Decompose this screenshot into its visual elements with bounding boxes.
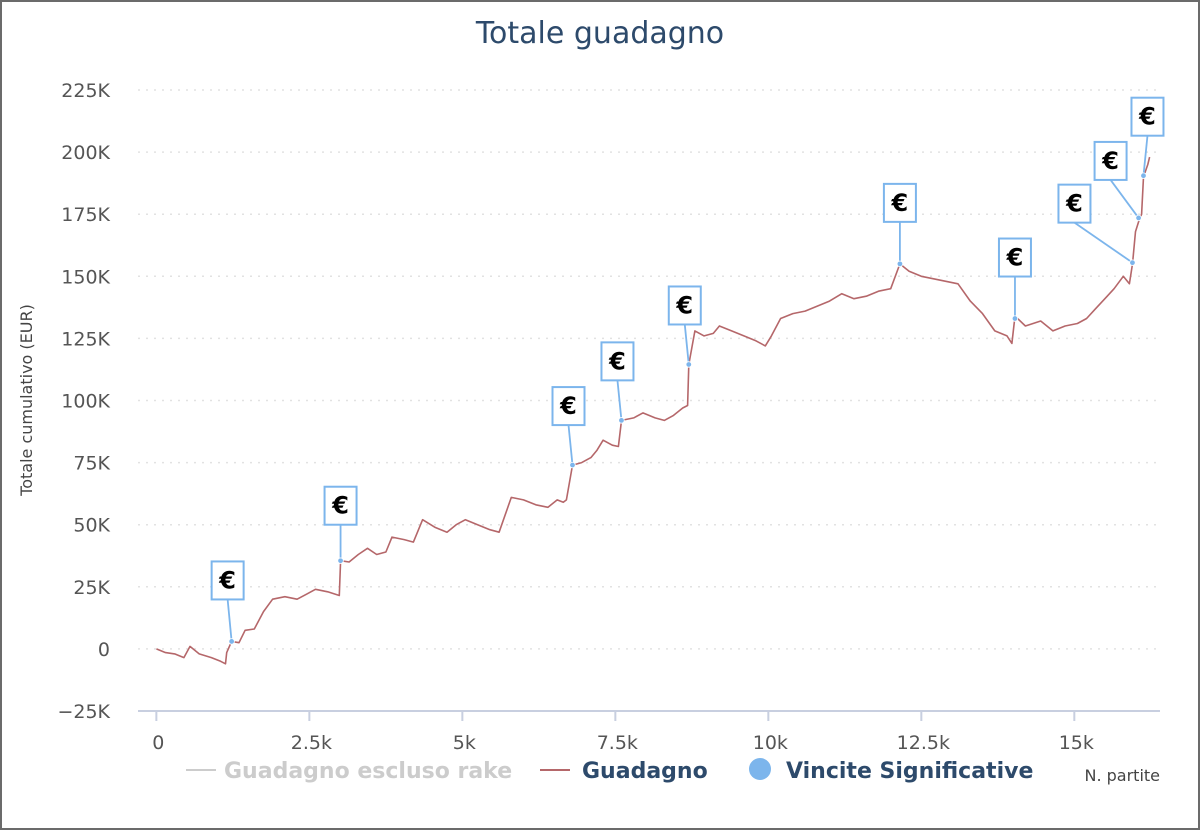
flag-box[interactable] (600, 341, 635, 382)
vincita-flag[interactable]: € (323, 485, 358, 564)
legend-label: Guadagno escluso rake (224, 759, 512, 784)
flag-stem (1109, 179, 1140, 219)
flag-box[interactable] (323, 485, 358, 526)
vincita-flag[interactable]: € (667, 285, 702, 368)
flag-stem (683, 324, 690, 365)
euro-flag-label: € (218, 566, 236, 594)
x-axis-title: N. partite (1084, 766, 1160, 785)
euro-flag-label: € (675, 291, 693, 319)
euro-flag-label: € (1006, 244, 1024, 272)
vincita-flag[interactable]: € (551, 386, 586, 469)
vincita-point[interactable] (1135, 214, 1142, 222)
x-tick-label: 2.5k (291, 732, 332, 754)
flag-box[interactable] (1093, 140, 1128, 181)
series-guadagno[interactable] (156, 156, 1151, 665)
flag-box[interactable] (551, 386, 586, 427)
y-tick-label: 25K (73, 577, 110, 599)
y-tick-label: 200K (61, 142, 110, 164)
x-tick-label: 5k (453, 732, 476, 754)
euro-flag-label: € (1065, 190, 1083, 218)
y-axis: −25K 0 25K 50K 75K 100K 125K 150K 175K 200K 225K (57, 80, 110, 723)
guadagno-line[interactable] (156, 156, 1151, 665)
euro-flag-label: € (608, 347, 626, 375)
y-tick-label: 75K (73, 453, 110, 475)
vincita-point[interactable] (1140, 172, 1147, 179)
legend[interactable]: Guadagno escluso rake Guadagno Vincite Sig… (186, 758, 1033, 784)
y-tick-label: 125K (61, 328, 110, 350)
flag-stem (1073, 221, 1133, 264)
vincita-point[interactable] (618, 417, 625, 424)
euro-flag-label: € (1138, 103, 1156, 131)
flag-box[interactable] (1130, 96, 1165, 137)
x-tick-label: 0 (152, 732, 164, 754)
y-tick-label: 150K (61, 266, 110, 288)
vincita-flag[interactable]: € (1057, 183, 1136, 266)
legend-label: Guadagno (582, 759, 708, 784)
euro-flag-label: € (891, 189, 909, 217)
y-axis-title: Totale cumulativo (EUR) (17, 304, 36, 497)
flag-box[interactable] (1057, 183, 1092, 224)
flag-box[interactable] (210, 560, 245, 601)
grid-lines (138, 89, 1160, 650)
vincita-flag[interactable]: € (997, 237, 1032, 322)
flag-box[interactable] (667, 285, 702, 326)
vincita-flag[interactable]: € (210, 560, 245, 645)
legend-item[interactable]: Guadagno (540, 759, 708, 784)
euro-flag-label: € (331, 492, 349, 520)
legend-item[interactable]: Vincite Significative (749, 758, 1033, 784)
y-tick-label: 50K (73, 515, 110, 537)
series-vincite-significative[interactable]: € € € € € € € € € € (210, 96, 1165, 645)
flag-stem (1142, 135, 1149, 176)
vincita-flag[interactable]: € (882, 182, 917, 268)
vincita-point[interactable] (1011, 315, 1019, 322)
vincita-point[interactable] (685, 361, 692, 368)
x-tick-label: 12.5k (897, 732, 950, 754)
vincita-point[interactable] (1129, 259, 1136, 266)
legend-item[interactable]: Guadagno escluso rake (186, 759, 512, 784)
vincita-flag[interactable]: € (1130, 96, 1165, 179)
vincita-point[interactable] (228, 638, 235, 645)
flag-stem (226, 599, 233, 642)
vincita-flag[interactable]: € (1093, 140, 1142, 222)
y-tick-label: −25K (57, 701, 110, 723)
vincita-point[interactable] (896, 260, 904, 268)
flag-box[interactable] (997, 237, 1032, 278)
x-tick-label: 7.5k (597, 732, 638, 754)
y-tick-label: 225K (61, 80, 110, 102)
legend-dot-swatch (749, 758, 771, 780)
y-tick-label: 100K (61, 391, 110, 413)
vincita-flag[interactable]: € (600, 341, 635, 424)
x-tick-label: 15k (1059, 732, 1094, 754)
vincita-point[interactable] (569, 461, 576, 469)
chart-title: Totale guadagno (475, 16, 724, 51)
flag-stem (567, 424, 574, 466)
euro-flag-label: € (559, 392, 577, 420)
flag-box[interactable] (882, 182, 917, 223)
y-tick-label: 0 (98, 639, 110, 661)
flag-stem (616, 380, 623, 421)
x-tick-label: 10k (753, 732, 788, 754)
legend-label: Vincite Significative (786, 759, 1033, 784)
x-axis: 0 2.5k 5k 7.5k 10k 12.5k 15k (138, 710, 1160, 754)
euro-flag-label: € (1101, 147, 1119, 175)
vincita-point[interactable] (337, 557, 344, 564)
y-tick-label: 175K (61, 204, 110, 226)
